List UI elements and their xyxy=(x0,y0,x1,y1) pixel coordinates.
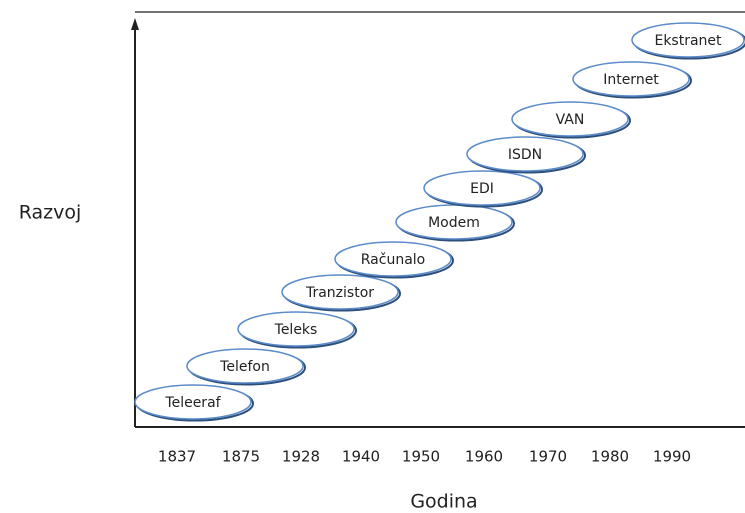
y-axis-title: Razvoj xyxy=(19,202,82,224)
node-ellipse xyxy=(134,384,252,420)
year-label: 1970 xyxy=(529,448,567,466)
node: Teleeraf xyxy=(134,384,254,422)
node: Modem xyxy=(395,204,515,242)
node-ellipse xyxy=(334,241,452,277)
node: ISDN xyxy=(466,136,586,174)
node: Internet xyxy=(572,61,692,99)
node: Ekstranet xyxy=(631,22,745,60)
node-label: Modem xyxy=(428,215,480,231)
year-label: 1940 xyxy=(342,448,380,466)
node-ellipse xyxy=(466,136,584,172)
node-label: Internet xyxy=(603,72,659,88)
year-label: 1928 xyxy=(282,448,320,466)
node-ellipse xyxy=(572,61,690,97)
year-label: 1990 xyxy=(653,448,691,466)
year-label: 1980 xyxy=(591,448,629,466)
node-ellipse xyxy=(631,22,745,58)
node-ellipse xyxy=(511,101,629,137)
x-axis-title: Godina xyxy=(410,491,477,513)
year-label: 1875 xyxy=(222,448,260,466)
node-label: Ekstranet xyxy=(654,33,722,49)
node-label: Tranzistor xyxy=(305,285,374,301)
node: Tranzistor xyxy=(281,274,401,312)
node: Teleks xyxy=(237,311,357,349)
node: VAN xyxy=(511,101,631,139)
node-label: Računalo xyxy=(361,252,425,268)
node: Telefon xyxy=(186,348,306,386)
year-label: 1837 xyxy=(158,448,196,466)
node-ellipse xyxy=(281,274,399,310)
node: EDI xyxy=(423,170,543,208)
node-ellipse xyxy=(186,348,304,384)
node-label: VAN xyxy=(556,112,585,128)
node-label: EDI xyxy=(470,181,494,197)
node-label: Teleeraf xyxy=(164,395,221,411)
node: Računalo xyxy=(334,241,454,279)
node-ellipse xyxy=(237,311,355,347)
node-label: ISDN xyxy=(508,147,542,163)
node-ellipse xyxy=(423,170,541,206)
year-label: 1960 xyxy=(465,448,503,466)
node-label: Telefon xyxy=(219,359,270,375)
node-label: Teleks xyxy=(274,322,318,338)
year-label: 1950 xyxy=(402,448,440,466)
y-axis-arrow xyxy=(131,18,139,30)
